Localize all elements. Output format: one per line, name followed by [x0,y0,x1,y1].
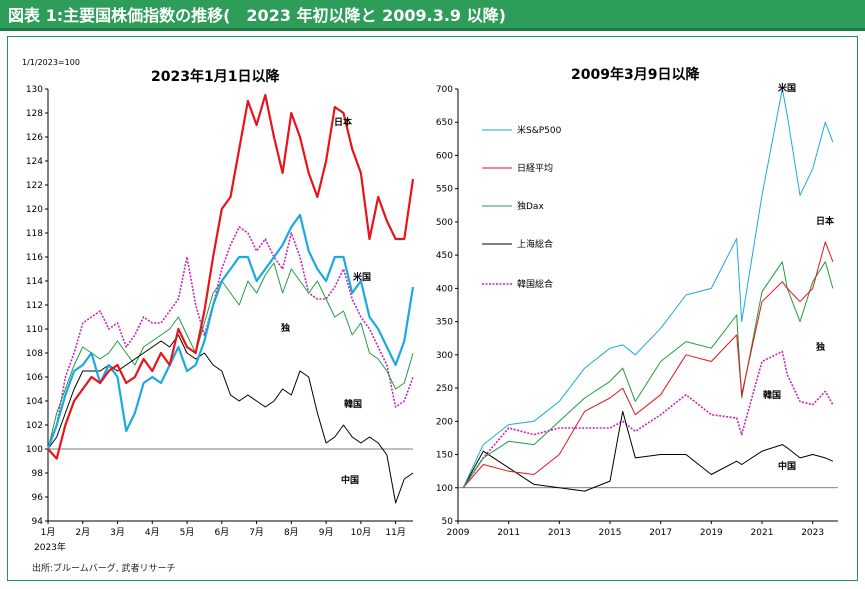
left-series-label-cn: 中国 [341,474,359,486]
left-x-tick-label: 10月 [351,527,371,538]
right-y-tick-label: 700 [436,85,453,95]
left-x-tick-label: 5月 [180,527,195,538]
right-y-tick-label: 500 [436,218,453,228]
right-y-tick-label: 200 [436,417,453,427]
right-series-line-us [462,88,834,489]
left-y-tick-label: 126 [26,133,43,143]
left-unit-label: 1/1/2023=100 [22,58,80,67]
figure-title: 図表 1:主要国株価指数の推移( 2023 年初以降と 2009.3.9 以降) [0,0,865,31]
left-x-tick-label: 4月 [145,527,160,538]
right-y-tick-label: 450 [436,251,453,261]
left-x-tick-label: 1月 [41,527,56,538]
right-y-tick-label: 150 [436,451,453,461]
left-y-tick-label: 102 [26,421,43,431]
right-x-tick-label: 2021 [751,528,774,538]
right-series-line-cn [462,410,834,492]
right-chart: 2009年3月9日以降 50 100 150 200 250 300 350 400 450 500… [436,66,838,538]
left-series-label-jp: 日本 [334,116,353,128]
legend-label-kr: 韓国総合 [517,278,553,290]
right-y-tick-label: 300 [436,351,453,361]
left-x-tick-label: 11月 [385,527,405,538]
right-series-label-kr: 韓国 [763,389,781,401]
left-series-label-us: 米国 [352,271,371,283]
left-series-label-de: 独 [280,322,290,334]
left-y-tick-label: 94 [32,517,44,527]
right-series-line-kr [462,350,834,489]
legend-label-de: 独Dax [517,200,544,212]
right-y-tick-label: 550 [436,185,453,195]
right-series-line-jp [462,241,834,489]
left-y-tick-label: 116 [26,253,43,263]
legend-label-jp: 日経平均 [517,162,553,174]
left-y-tick-label: 128 [26,109,43,119]
left-y-tick-label: 110 [26,325,43,335]
left-y-tick-label: 104 [26,397,43,407]
left-y-tick-label: 98 [32,469,44,479]
source-note: 出所:ブルームバーグ, 武者リサーチ [32,564,176,574]
left-x-tick-label: 3月 [110,527,125,538]
right-y-tick-label: 400 [436,284,453,294]
right-y-tick-label: 650 [436,118,453,128]
right-x-tick-label: 2013 [548,528,571,538]
left-y-tick-label: 106 [26,373,43,383]
right-x-tick-label: 2009 [447,528,470,538]
left-x-tick-label: 9月 [319,527,334,538]
left-series-line-us [46,213,415,450]
left-y-tick-label: 112 [26,301,43,311]
left-x-tick-label: 7月 [249,527,264,538]
left-y-tick-label: 108 [26,349,43,359]
left-y-tick-label: 124 [26,157,43,167]
right-y-tick-label: 100 [436,484,453,494]
legend-label-us: 米S&P500 [517,124,562,136]
right-x-tick-label: 2023 [801,528,824,538]
left-x-year-label: 2023年 [34,541,66,553]
left-y-tick-label: 96 [32,493,44,503]
right-series-line-de [462,261,834,489]
right-series-label-cn: 中国 [778,460,796,472]
left-x-tick-label: 8月 [284,527,299,538]
right-y-tick-label: 350 [436,318,453,328]
right-x-tick-label: 2015 [599,528,622,538]
right-x-tick-label: 2019 [700,528,723,538]
left-chart: 2023年1月1日以降 1/1/2023=100 94 96 98 100 102 104 10… [22,58,415,553]
left-x-tick-label: 6月 [214,527,229,538]
left-y-tick-label: 130 [26,85,43,95]
left-series-line-de [47,262,414,450]
right-y-tick-label: 50 [442,517,454,527]
left-series-line-kr [47,226,414,450]
right-series-label-de: 独 [815,341,825,353]
right-chart-title: 2009年3月9日以降 [571,66,700,83]
charts-svg: 2023年1月1日以降 1/1/2023=100 94 96 98 100 102 104 10… [22,58,838,553]
chart-frame: 2023年1月1日以降 1/1/2023=100 94 96 98 100 102 104 10… [7,36,858,581]
left-series-label-kr: 韓国 [344,398,362,410]
right-x-tick-label: 2011 [497,528,520,538]
left-x-tick-label: 2月 [75,527,90,538]
right-series-label-us: 米国 [777,82,796,94]
left-y-tick-label: 118 [26,229,43,239]
left-chart-title: 2023年1月1日以降 [151,68,280,85]
left-series-line-jp [47,93,415,460]
right-y-tick-label: 250 [436,384,453,394]
left-y-tick-label: 120 [26,205,43,215]
right-x-tick-label: 2017 [649,528,672,538]
right-series-label-jp: 日本 [816,215,835,227]
legend-label-cn: 上海総合 [517,238,553,250]
left-y-tick-label: 122 [26,181,43,191]
left-y-tick-label: 114 [26,277,43,287]
left-y-tick-label: 100 [26,445,43,455]
right-y-tick-label: 600 [436,151,453,161]
